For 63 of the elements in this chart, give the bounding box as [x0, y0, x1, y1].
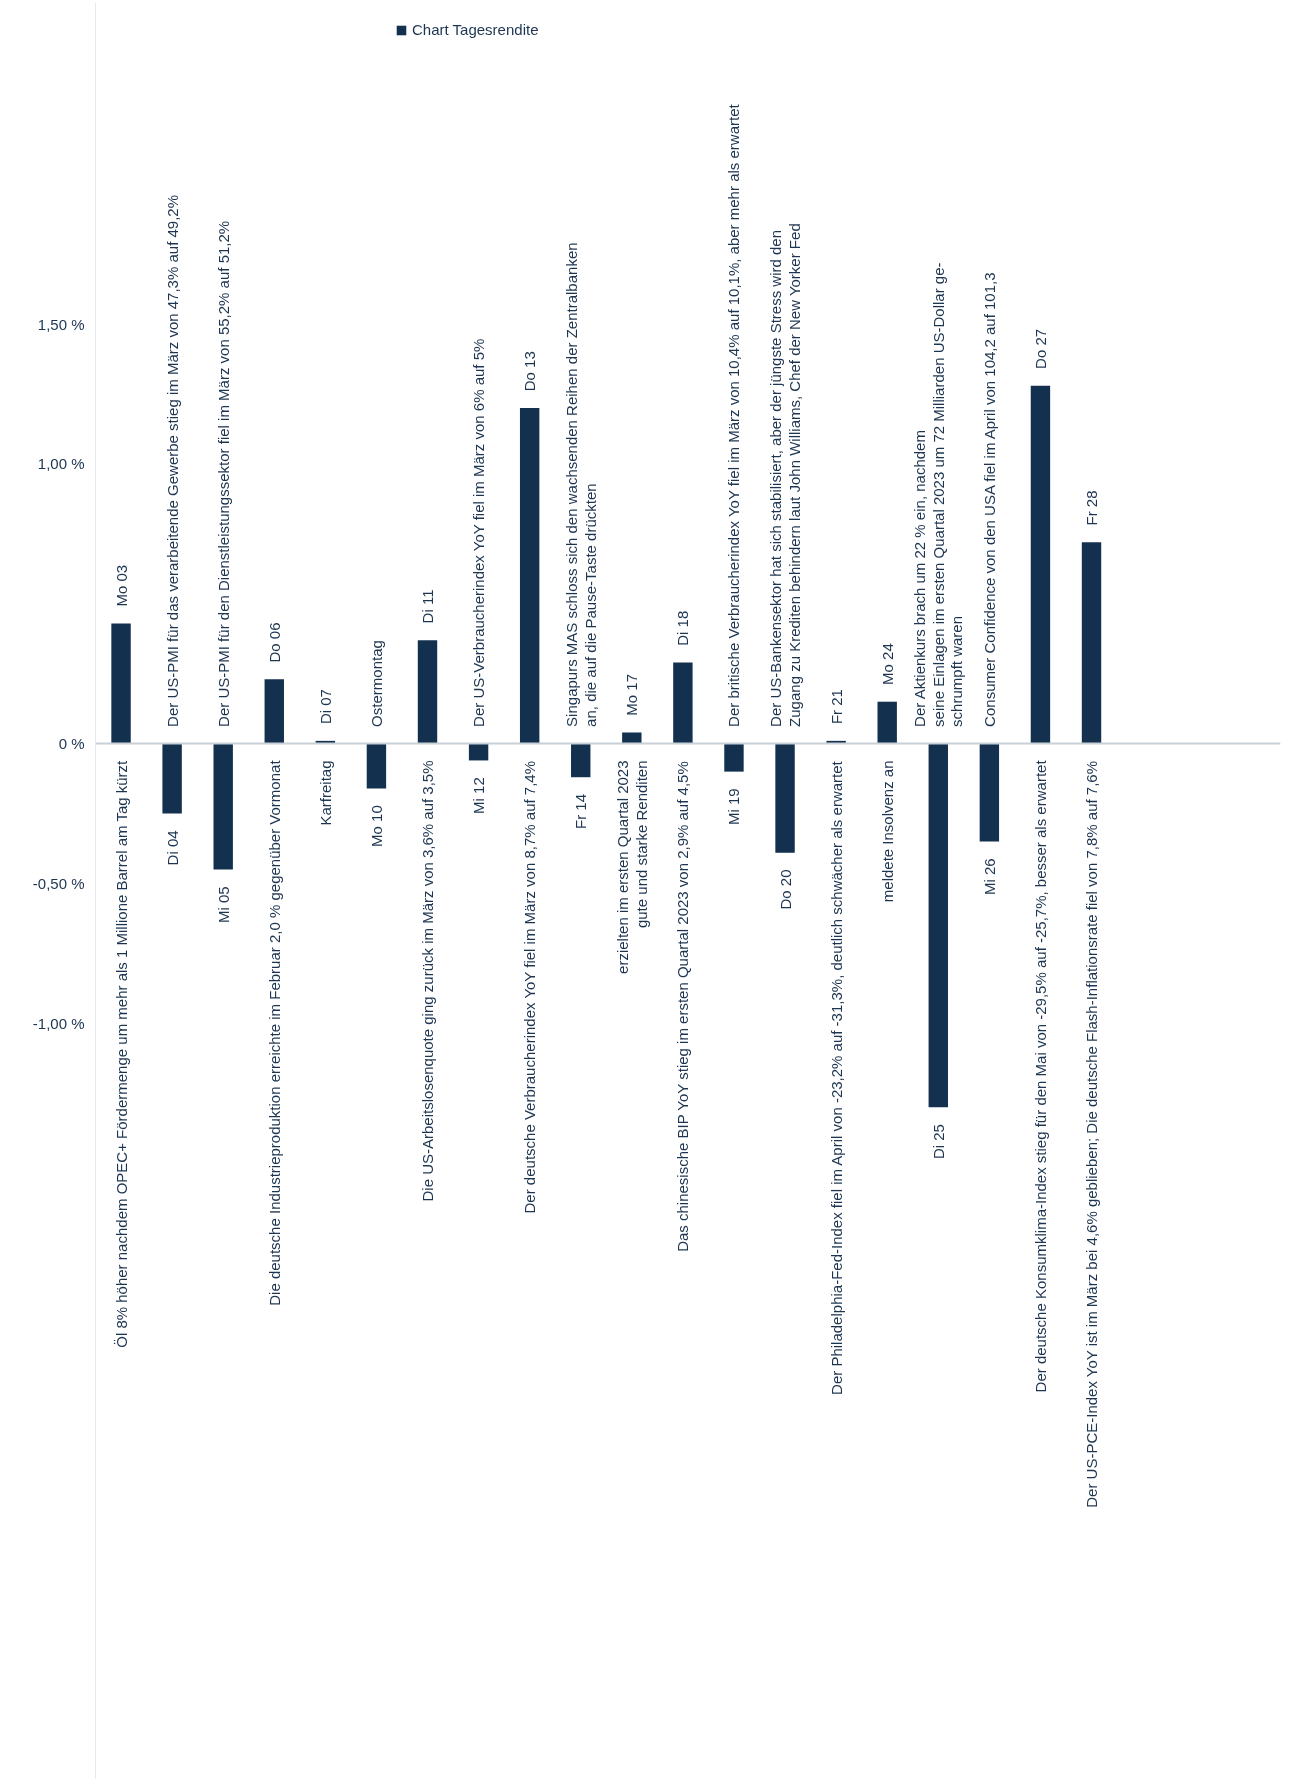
bar	[622, 732, 642, 744]
x-tick-label: Do 13	[521, 351, 539, 392]
bar	[1030, 385, 1051, 744]
x-tick-label: Mi 12	[470, 777, 488, 814]
annotation: Das chinesische BIP YoY stieg im ersten Quartal 2023 von 2,9% auf 4,5%	[674, 761, 692, 1252]
x-tick-label: Di 04	[163, 830, 181, 866]
x-tick-label: Mo 17	[623, 673, 641, 716]
bar	[111, 623, 131, 744]
x-tick-label: Do 20	[776, 869, 794, 910]
y-tick-label: 1,00 %	[37, 455, 85, 473]
annotation: Ostermontag	[367, 640, 385, 727]
x-tick-label: Di 18	[674, 610, 692, 646]
annotation: Der US-PMI für das verarbeitende Gewerbe stieg im März von 47,3% auf 49,2%	[163, 194, 181, 727]
x-tick-label: Mo 24	[878, 643, 896, 685]
annotation: Der deutsche Verbraucherindex YoY fiel im März von 8,7% auf 7,4%	[521, 760, 539, 1214]
legend-label: Chart Tagesrendite	[412, 21, 539, 38]
bar	[979, 743, 1000, 842]
annotation: Öl 8% höher nachdem OPEC+ Fördermenge um mehr als 1 Millione Barrel am Tag kürzt	[112, 759, 130, 1348]
x-tick-label: Mo 10	[367, 805, 385, 847]
annotation: Der Philadelphia-Fed-Index fiel im April von -23,2% auf -31,3%, deutlich schwächer als erwartet	[827, 760, 845, 1395]
x-tick-label: Mi 05	[214, 886, 232, 923]
annotation: Der US-PCE-Index YoY ist im März bei 4,6% geblieben; Die deutsche Flash-Inflationsrate fiel von 7,8% auf 7,6%	[1083, 760, 1101, 1508]
x-tick-label: Di 11	[419, 589, 436, 624]
bar	[264, 679, 284, 744]
bar	[673, 662, 693, 744]
bar	[519, 408, 540, 744]
bar	[877, 701, 897, 744]
x-tick-label: Fr 28	[1083, 490, 1101, 526]
annotation: erzielten im ersten Quartal 2023 gute und starke Renditen	[613, 760, 650, 974]
x-tick-label: Fr 21	[827, 689, 845, 725]
bar	[1081, 542, 1102, 744]
annotation: Der US-PMI für den Dienstleistungssektor fiel im März von 55,2% auf 51,2%	[214, 220, 232, 727]
bar	[928, 743, 948, 1108]
y-tick-label: -0,50 %	[32, 875, 85, 893]
x-tick-label: Fr 14	[572, 794, 590, 830]
bar	[213, 743, 233, 870]
annotation: Karfreitag	[316, 760, 334, 826]
x-tick-label: Mi 19	[725, 788, 743, 826]
y-tick-label: 1,50 %	[37, 315, 85, 333]
annotation: meldete Insolvenz an	[878, 760, 896, 903]
y-tick-label: -1,00 %	[32, 1014, 85, 1032]
bar	[417, 640, 438, 744]
bar	[724, 743, 744, 772]
annotation: Der US-Bankensektor hat sich stabilisiert, aber der jüngste Stress wird den Zugang zu Krediten behindern laut John Williams, Chef der New Yorker Fed	[767, 223, 803, 727]
annotation: Der deutsche Konsumklima-Index stieg für den Mai von -29,5% auf -25,7%, besser als erwartet	[1031, 759, 1049, 1393]
annotation: Der Aktienkurs brach um 22 % ein, nachdem seine Einlagen im ersten Quartal 2023 um 72 Milliarden US-Dollar ge- schrumpft waren	[911, 262, 966, 727]
x-tick-label: Do 27	[1031, 328, 1049, 369]
annotation: Der britische Verbraucherindex YoY fiel im März von 10,4% auf 10,1%, aber mehr als erwartet	[725, 103, 743, 727]
x-tick-label: Do 06	[265, 622, 283, 663]
x-tick-label: Mi 26	[980, 858, 998, 896]
annotation: Consumer Confidence von den USA fiel im April von 104,2 auf 101,3	[980, 272, 998, 727]
x-tick-label: Di 07	[316, 689, 334, 725]
bar	[162, 743, 182, 814]
bar	[571, 743, 591, 778]
annotation: Der US-Verbraucherindex YoY fiel im März von 6% auf 5%	[470, 338, 488, 727]
y-tick-label: 0 %	[58, 735, 85, 753]
annotation: Die US-Arbeitslosenquote ging zurück im März von 3,6% auf 3,5%	[419, 760, 436, 1202]
annotation: Singapurs MAS schloss sich den wachsenden Reihen der Zentralbanken an, die auf die Pause-Taste drückten	[562, 242, 599, 727]
bar	[366, 743, 387, 789]
bar	[775, 743, 795, 853]
x-tick-label: Mo 03	[112, 564, 130, 607]
annotation: Die deutsche Industrieproduktion erreichte im Februar 2,0 % gegenüber Vormonat	[265, 759, 283, 1306]
x-tick-label: Di 25	[929, 1124, 947, 1160]
